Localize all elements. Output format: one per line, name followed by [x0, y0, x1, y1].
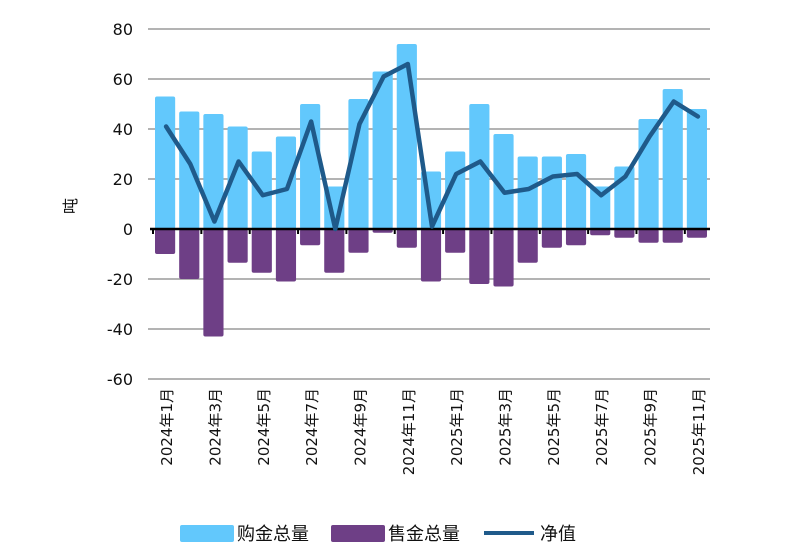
legend-item-buy[interactable]: 购金总量 [180, 520, 309, 546]
x-tick-label: 2024年11月 [400, 388, 418, 475]
bar-buy [203, 114, 224, 229]
bar-buy [179, 111, 200, 229]
x-tick-label: 2025年11月 [690, 388, 708, 475]
legend-item-net[interactable]: 净值 [482, 520, 576, 546]
bar-sell [324, 229, 345, 273]
x-tick-label: 2024年5月 [255, 388, 273, 466]
bar-sell [445, 229, 466, 253]
buy-series [155, 44, 707, 229]
y-tick-label: -20 [107, 270, 133, 289]
bar-buy [155, 96, 176, 229]
bar-sell [275, 229, 297, 282]
bar-sell [469, 229, 490, 284]
bar-buy [517, 156, 538, 229]
bar-buy [565, 154, 587, 229]
bar-buy [541, 156, 562, 229]
x-tick-label: 2024年9月 [351, 388, 369, 466]
bar-buy [275, 136, 297, 229]
net-line [163, 61, 701, 232]
y-tick-label: 0 [123, 220, 133, 239]
bar-sell [541, 229, 562, 248]
bar-sell [203, 229, 224, 337]
sell-series [155, 229, 707, 337]
bar-buy [590, 186, 611, 229]
legend: 购金总量 售金总量 净值 [180, 518, 598, 548]
y-tick-label: 60 [113, 70, 133, 89]
y-tick-label: -60 [107, 370, 133, 389]
bar-sell [686, 229, 707, 238]
x-tick-label: 2025年9月 [642, 388, 660, 466]
bar-buy [662, 89, 683, 229]
y-tick-labels: 80 60 40 20 0 -20 -40 -60 [107, 20, 133, 389]
bar-sell [300, 229, 321, 246]
x-tick-label: 2025年7月 [593, 388, 611, 466]
bar-sell [614, 229, 635, 238]
x-tick-label: 2024年3月 [206, 388, 224, 466]
legend-swatch-sell [331, 524, 385, 542]
x-tick-label: 2025年3月 [497, 388, 515, 466]
x-tick-label: 2024年1月 [158, 388, 176, 466]
bar-sell [396, 229, 417, 248]
bar-buy [227, 126, 248, 229]
y-axis-label: 吨 [61, 198, 80, 214]
y-tick-label: 20 [113, 170, 133, 189]
legend-label-sell: 售金总量 [388, 524, 460, 545]
bar-buy [372, 71, 393, 229]
bar-buy [493, 134, 514, 229]
legend-swatch-buy [180, 524, 234, 542]
bar-sell [420, 229, 442, 282]
legend-label-buy: 购金总量 [237, 524, 309, 545]
bar-sell [155, 229, 176, 254]
x-tick-labels: 2024年1月 2024年3月 2024年5月 2024年7月 2024年9月 2024年… [158, 388, 708, 475]
y-tick-label: -40 [107, 320, 133, 339]
bar-sell [662, 229, 683, 243]
y-tick-label: 80 [113, 20, 133, 39]
bar-sell [493, 229, 514, 287]
bar-sell [179, 229, 200, 279]
y-tick-label: 40 [113, 120, 133, 139]
x-tick-label: 2024年7月 [303, 388, 321, 466]
bar-sell [638, 229, 659, 243]
bar-buy [469, 104, 490, 229]
bar-sell [565, 229, 587, 246]
bar-buy [686, 109, 707, 229]
bar-sell [517, 229, 538, 263]
net-series [163, 61, 701, 232]
bar-sell [251, 229, 272, 273]
x-axis [150, 227, 710, 234]
bar-sell [590, 229, 611, 236]
x-tick-label: 2025年1月 [448, 388, 466, 466]
legend-label-net: 净值 [540, 524, 576, 545]
x-tick-label: 2025年5月 [545, 388, 563, 466]
bar-buy [348, 99, 369, 229]
bar-sell [227, 229, 248, 263]
bar-sell [348, 229, 369, 253]
legend-swatch-net [484, 531, 534, 535]
legend-item-sell[interactable]: 售金总量 [331, 520, 460, 546]
